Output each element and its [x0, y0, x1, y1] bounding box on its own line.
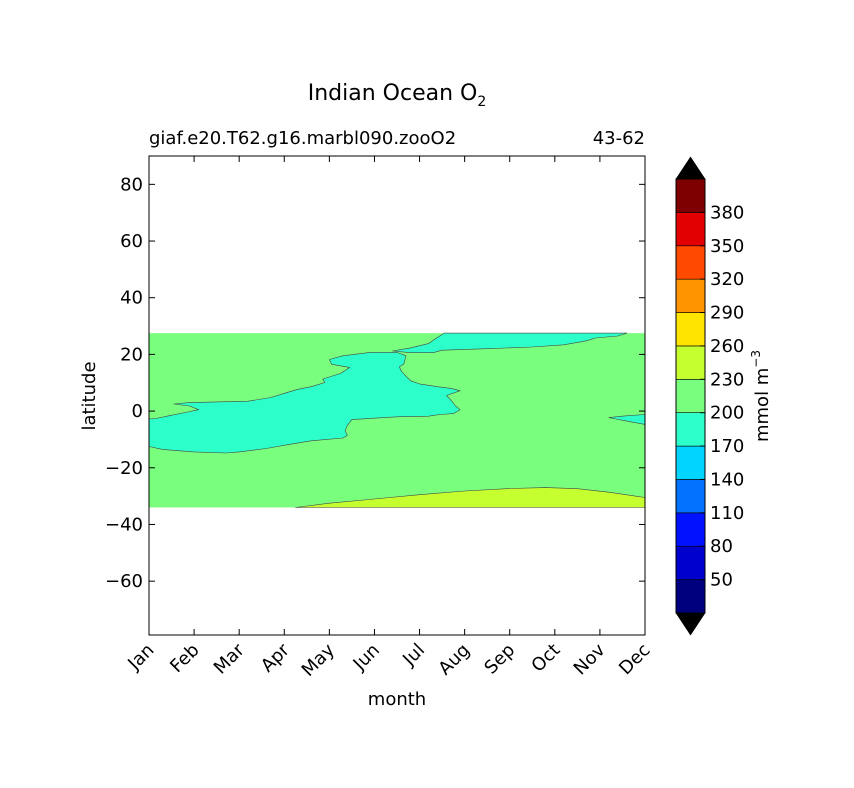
colorbar-tick-label: 320 — [710, 269, 744, 290]
colorbar-segment — [675, 412, 706, 447]
y-tick-label: 60 — [120, 231, 143, 252]
colorbar-segment — [675, 379, 706, 413]
y-axis-ticks: 80 60 40 20 0 −20 −40 −60 — [105, 174, 645, 592]
colorbar-frame — [675, 178, 706, 614]
y-tick-label: 0 — [132, 401, 143, 422]
y-tick-label: −40 — [105, 514, 143, 535]
colorbar-segment — [675, 479, 706, 514]
x-tick-label: Dec — [615, 640, 654, 679]
x-tick-label: Feb — [166, 640, 203, 677]
colorbar-tick-label: 380 — [710, 202, 744, 223]
colorbar-label: mmol m−3 — [749, 350, 773, 442]
colorbar-segment — [675, 212, 706, 247]
contour-region-1 — [148, 352, 461, 454]
x-tick-label: Jul — [398, 640, 429, 671]
colorbar-extend-high — [675, 156, 706, 180]
colorbar-tick-label: 350 — [710, 236, 744, 257]
x-axis-label: month — [368, 689, 426, 710]
x-tick-label: May — [298, 639, 339, 680]
colorbar-tick-label: 170 — [710, 436, 744, 457]
colorbar-tick-label: 290 — [710, 303, 744, 324]
colorbar-tick-label: 80 — [710, 536, 733, 557]
colorbar-tick-label: 200 — [710, 403, 744, 424]
plot-area: Jan Feb Mar Apr May Jun Jul Aug Sep Oct Nov Dec 80 6… — [105, 155, 655, 681]
colorbar-tick-label: 50 — [710, 570, 733, 591]
colorbar-extend-low — [675, 612, 706, 636]
x-tick-label: Sep — [480, 640, 519, 679]
contour-regions — [148, 332, 646, 508]
y-tick-label: 40 — [120, 288, 143, 309]
x-tick-label: Nov — [570, 639, 610, 679]
y-axis-label: latitude — [79, 361, 100, 430]
contour-region-2 — [392, 332, 628, 353]
colorbar: 50 80 110 140 170 200 230 260 290 320 350 380 — [675, 156, 744, 636]
y-tick-label: −60 — [105, 571, 143, 592]
colorbar-segment — [675, 312, 706, 347]
x-tick-label: Mar — [210, 639, 249, 678]
chart-title-subscript: 2 — [477, 94, 486, 110]
colorbar-segment — [675, 345, 706, 380]
x-tick-label: Jun — [349, 640, 384, 675]
colorbar-label-superscript: −3 — [749, 350, 763, 368]
chart-title: Indian Ocean O2 — [308, 81, 487, 110]
colorbar-tick-label: 110 — [710, 503, 744, 524]
plot-frame — [148, 155, 646, 636]
colorbar-segment — [675, 545, 706, 580]
x-tick-label: Oct — [527, 640, 564, 677]
y-tick-label: 20 — [120, 344, 143, 365]
x-tick-label: Jan — [123, 640, 158, 675]
colorbar-segment — [675, 445, 706, 480]
colorbar-tick-label: 140 — [710, 469, 744, 490]
colorbar-segment — [675, 178, 706, 213]
x-tick-label: Aug — [434, 640, 474, 680]
colorbar-segment — [675, 245, 706, 280]
y-tick-label: −20 — [105, 458, 143, 479]
x-tick-label: Apr — [257, 639, 294, 676]
colorbar-tick-label: 260 — [710, 336, 744, 357]
colorbar-tick-label: 230 — [710, 369, 744, 390]
y-tick-label: 80 — [120, 174, 143, 195]
chart-subtitle-right: 43-62 — [593, 128, 645, 149]
colorbar-segment — [675, 512, 706, 547]
chart-subtitle-left: giaf.e20.T62.g16.marbl090.zooO2 — [149, 128, 456, 149]
colorbar-segment — [675, 579, 706, 614]
colorbar-segment — [675, 278, 706, 313]
